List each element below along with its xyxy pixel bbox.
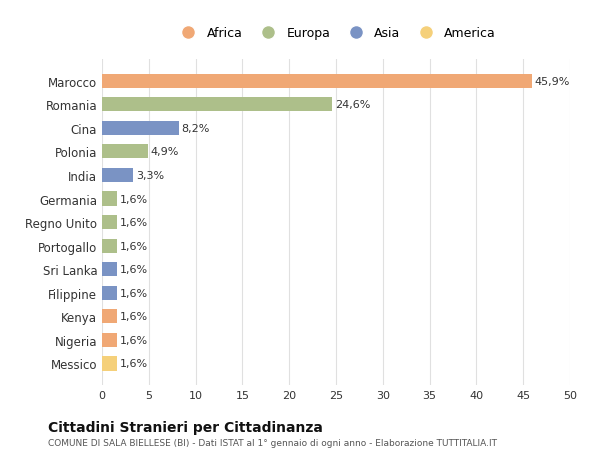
Bar [102, 168, 133, 183]
Bar [102, 122, 179, 135]
Text: 1,6%: 1,6% [120, 265, 148, 274]
Text: 8,2%: 8,2% [182, 123, 210, 134]
Text: 1,6%: 1,6% [120, 194, 148, 204]
Text: 1,6%: 1,6% [120, 241, 148, 251]
Text: 45,9%: 45,9% [535, 77, 570, 87]
Legend: Africa, Europa, Asia, America: Africa, Europa, Asia, America [172, 23, 500, 44]
Text: 3,3%: 3,3% [136, 171, 164, 180]
Bar [102, 74, 532, 89]
Bar [102, 192, 117, 206]
Text: 1,6%: 1,6% [120, 335, 148, 345]
Text: Cittadini Stranieri per Cittadinanza: Cittadini Stranieri per Cittadinanza [48, 420, 323, 434]
Bar [102, 98, 332, 112]
Bar [102, 145, 148, 159]
Text: 1,6%: 1,6% [120, 312, 148, 322]
Text: 24,6%: 24,6% [335, 100, 370, 110]
Text: 1,6%: 1,6% [120, 358, 148, 369]
Bar [102, 216, 117, 230]
Bar [102, 333, 117, 347]
Text: 4,9%: 4,9% [151, 147, 179, 157]
Text: COMUNE DI SALA BIELLESE (BI) - Dati ISTAT al 1° gennaio di ogni anno - Elaborazi: COMUNE DI SALA BIELLESE (BI) - Dati ISTA… [48, 438, 497, 448]
Bar [102, 239, 117, 253]
Text: 1,6%: 1,6% [120, 218, 148, 228]
Bar [102, 310, 117, 324]
Bar [102, 286, 117, 300]
Text: 1,6%: 1,6% [120, 288, 148, 298]
Bar [102, 357, 117, 371]
Bar [102, 263, 117, 277]
